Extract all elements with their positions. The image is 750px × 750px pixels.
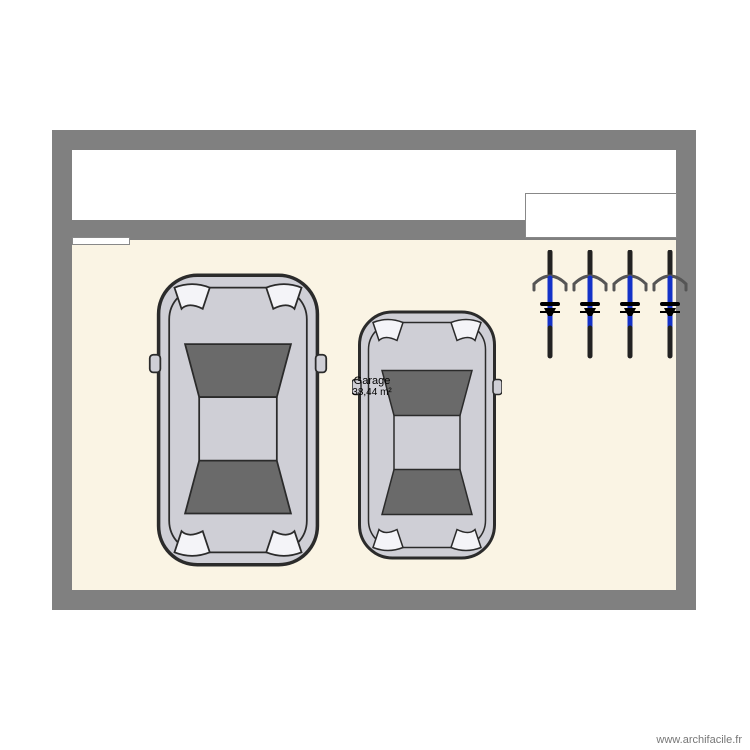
room-area: 38,44 m² bbox=[342, 387, 402, 398]
watermark: www.archifacile.fr bbox=[656, 734, 742, 746]
room-name: Garage bbox=[342, 375, 402, 387]
room-label: Garage 38,44 m² bbox=[342, 375, 402, 398]
car-left bbox=[148, 270, 328, 570]
door-opening bbox=[72, 237, 130, 245]
storage-box bbox=[525, 193, 677, 238]
bicycle-1 bbox=[530, 250, 570, 360]
bicycle-4 bbox=[650, 250, 690, 360]
bicycle-3 bbox=[610, 250, 650, 360]
floorplan-canvas: Garage 38,44 m² www.archifacile.fr bbox=[0, 0, 750, 750]
car-right bbox=[352, 300, 502, 570]
bicycle-2 bbox=[570, 250, 610, 360]
